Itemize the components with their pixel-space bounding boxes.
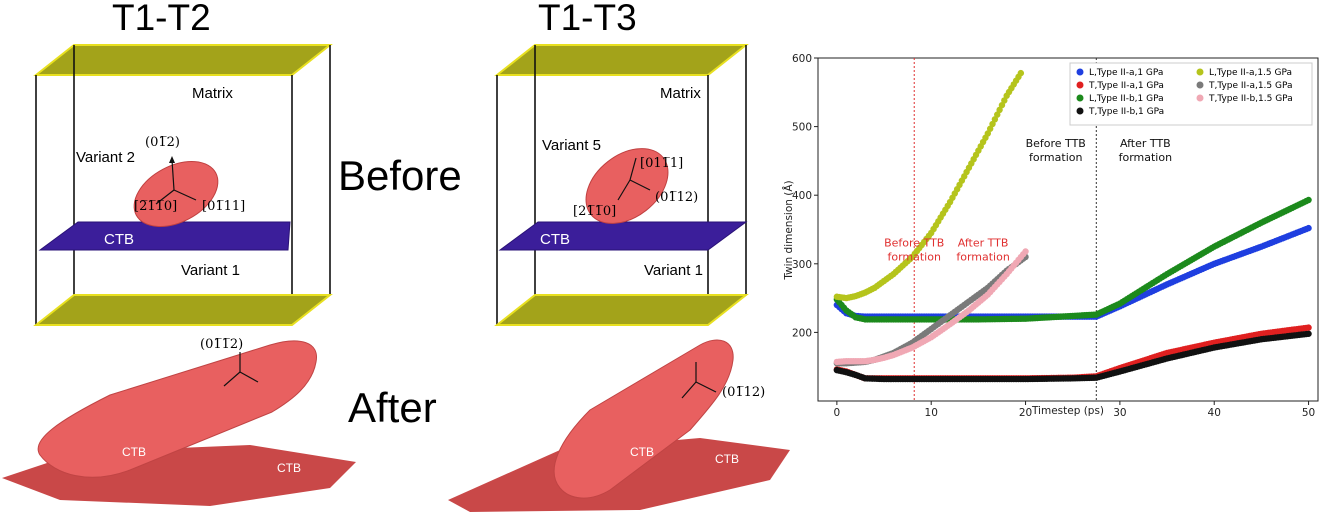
y-tick-label: 200 bbox=[792, 327, 812, 339]
annotation-line1: Before TTB bbox=[1026, 137, 1086, 150]
x-tick-label: 40 bbox=[1208, 407, 1221, 419]
heading-t1-t3: T1-T3 bbox=[538, 0, 637, 38]
simulation-box-right: Matrix Variant 5 [011̅1] [21̅1̅0] (01̅12… bbox=[494, 44, 749, 326]
y-axis-label: Twin dimension (Å) bbox=[782, 180, 795, 280]
variant-1-label-left: Variant 1 bbox=[181, 262, 240, 279]
annotation-line1: After TTB bbox=[1120, 137, 1171, 150]
x-tick-label: 50 bbox=[1302, 407, 1315, 419]
data-point bbox=[1305, 196, 1312, 204]
legend-entry: T,Type II-a,1 GPa bbox=[1088, 81, 1164, 91]
after-twin-left: (01̅1̅2) CTB CTB bbox=[2, 337, 356, 506]
twin-body-left bbox=[37, 340, 317, 478]
variant-5-label: Variant 5 bbox=[542, 137, 601, 154]
twin-ellipsoid-left bbox=[133, 160, 219, 228]
label-before: Before bbox=[338, 152, 462, 199]
legend-entry: T,Type II-b,1.5 GPa bbox=[1208, 94, 1293, 104]
annotation-line2: formation bbox=[956, 251, 1009, 264]
legend-marker bbox=[1076, 81, 1084, 89]
data-point bbox=[1305, 330, 1312, 337]
data-point bbox=[1017, 69, 1025, 77]
legend-marker bbox=[1076, 68, 1084, 76]
data-point bbox=[998, 101, 1006, 109]
data-point bbox=[991, 116, 999, 123]
series-l-type-ii-b-1-gpa bbox=[833, 196, 1312, 323]
legend-marker bbox=[1196, 81, 1204, 89]
axis-arrows-right bbox=[617, 157, 651, 201]
variant-1-label-right: Variant 1 bbox=[644, 262, 703, 279]
dir-label-21-1-0-right: [21̅1̅0] bbox=[573, 204, 616, 219]
y-tick-label: 400 bbox=[792, 190, 812, 202]
data-point bbox=[996, 106, 1003, 114]
bottom-plate-left bbox=[33, 294, 333, 326]
data-point bbox=[1001, 97, 1008, 104]
twin-body-right bbox=[553, 339, 734, 499]
annotation-line2: formation bbox=[1119, 151, 1172, 164]
matrix-label-right: Matrix bbox=[660, 85, 701, 102]
annotation-line1: Before TTB bbox=[884, 237, 944, 250]
legend-entry: T,Type II-b,1 GPa bbox=[1088, 107, 1164, 117]
x-tick-label: 30 bbox=[1113, 407, 1126, 419]
annotation-line1: After TTB bbox=[958, 237, 1009, 250]
matrix-label-left: Matrix bbox=[192, 85, 233, 102]
x-axis-label: Timestep (ps) bbox=[1031, 405, 1104, 417]
series-l-type-ii-a-1-5-gpa bbox=[833, 69, 1025, 302]
top-plate-left bbox=[33, 44, 333, 76]
legend-entry: T,Type II-a,1.5 GPa bbox=[1208, 81, 1293, 91]
data-point bbox=[984, 130, 992, 137]
ctb-after-right-b: CTB bbox=[715, 452, 739, 466]
y-tick-label: 600 bbox=[792, 53, 812, 65]
heading-t1-t2: T1-T2 bbox=[112, 0, 211, 38]
simulation-box-left: Matrix Variant 2 (01̅2) [2̅1̅1̅0] [01̅11… bbox=[33, 44, 333, 326]
ctb-label-left: CTB bbox=[104, 231, 134, 248]
series-layer bbox=[833, 69, 1312, 383]
after-twin-right: (01̅12) CTB CTB bbox=[448, 339, 790, 512]
label-after: After bbox=[348, 384, 437, 431]
y-tick-label: 300 bbox=[792, 259, 812, 271]
dir-label-2-1-10-left: [2̅1̅1̅0] bbox=[134, 199, 177, 214]
bottom-plate-right bbox=[494, 294, 749, 326]
legend-marker bbox=[1076, 107, 1084, 115]
series-t-type-ii-b-1-5-gpa bbox=[833, 248, 1029, 366]
data-point bbox=[1305, 224, 1312, 232]
data-point bbox=[989, 120, 996, 128]
dir-label-0-112-right: (01̅12) bbox=[655, 190, 698, 205]
ctb-plane-right bbox=[498, 221, 748, 251]
dir-label-0-111-left: [01̅11] bbox=[202, 199, 245, 214]
annotation-line2: formation bbox=[887, 251, 940, 264]
data-point bbox=[1305, 324, 1312, 331]
legend-entry: L,Type II-a,1.5 GPa bbox=[1209, 68, 1292, 78]
legend-box bbox=[1069, 62, 1313, 126]
ctb-plane-left bbox=[38, 221, 291, 251]
data-point bbox=[986, 125, 994, 132]
legend-marker bbox=[1076, 94, 1084, 102]
ctb-label-right: CTB bbox=[540, 231, 570, 248]
axis-ticks: 0 10 20 30 40 50 200 300 400 500 600 bbox=[792, 53, 1315, 419]
legend: L,Type II-a,1 GPa T,Type II-a,1 GPa L,Type… bbox=[1069, 62, 1313, 126]
annotation-line2: formation bbox=[1029, 151, 1082, 164]
legend-entry: L,Type II-b,1 GPa bbox=[1089, 94, 1164, 104]
dir-label-011-1-right: [011̅1] bbox=[640, 156, 683, 171]
ctb-after-left-b: CTB bbox=[277, 461, 301, 475]
legend-marker bbox=[1196, 94, 1204, 102]
data-point bbox=[994, 111, 1001, 118]
dir-label-after-right: (01̅12) bbox=[722, 385, 765, 400]
y-tick-label: 500 bbox=[792, 122, 812, 134]
x-tick-label: 20 bbox=[1019, 407, 1032, 419]
dir-label-after-left: (01̅1̅2) bbox=[200, 337, 243, 352]
x-tick-label: 0 bbox=[834, 407, 841, 419]
data-point bbox=[1022, 248, 1029, 255]
dir-label-01-12-left: (01̅2) bbox=[145, 135, 180, 150]
ctb-after-right-a: CTB bbox=[630, 445, 654, 459]
variant-2-label: Variant 2 bbox=[76, 149, 135, 166]
series-t-type-ii-b-1-gpa bbox=[833, 330, 1312, 383]
axis-arrows-left bbox=[155, 159, 197, 205]
legend-entry: L,Type II-a,1 GPa bbox=[1089, 68, 1163, 78]
x-tick-label: 10 bbox=[925, 407, 938, 419]
ctb-after-left-a: CTB bbox=[122, 445, 146, 459]
legend-marker bbox=[1196, 68, 1204, 76]
